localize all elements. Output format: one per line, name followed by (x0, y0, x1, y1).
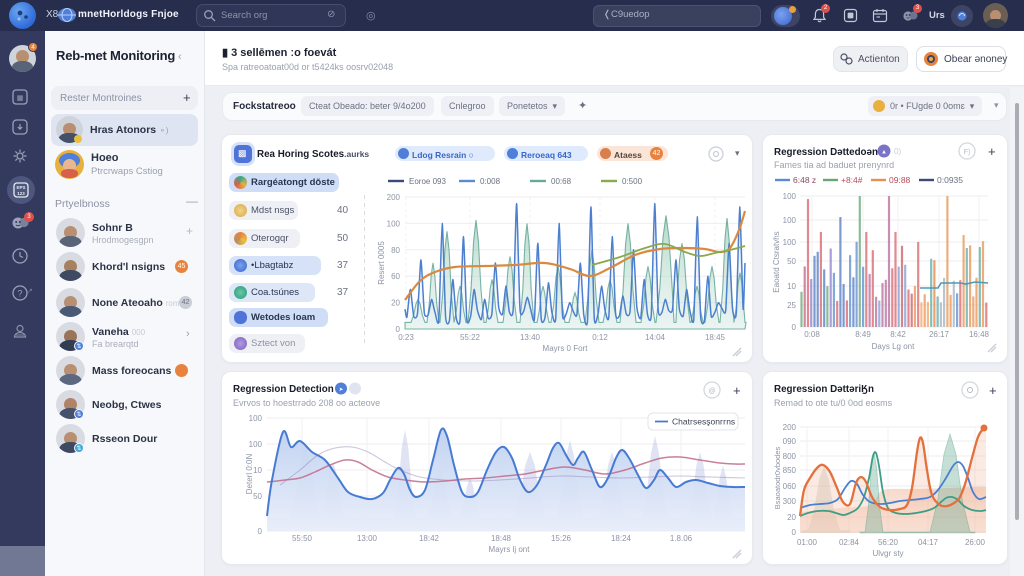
svg-text:123: 123 (17, 191, 25, 196)
svg-text:EPS: EPS (16, 185, 25, 190)
svg-text:▦: ▦ (17, 95, 24, 102)
svg-text:?: ? (17, 289, 22, 299)
